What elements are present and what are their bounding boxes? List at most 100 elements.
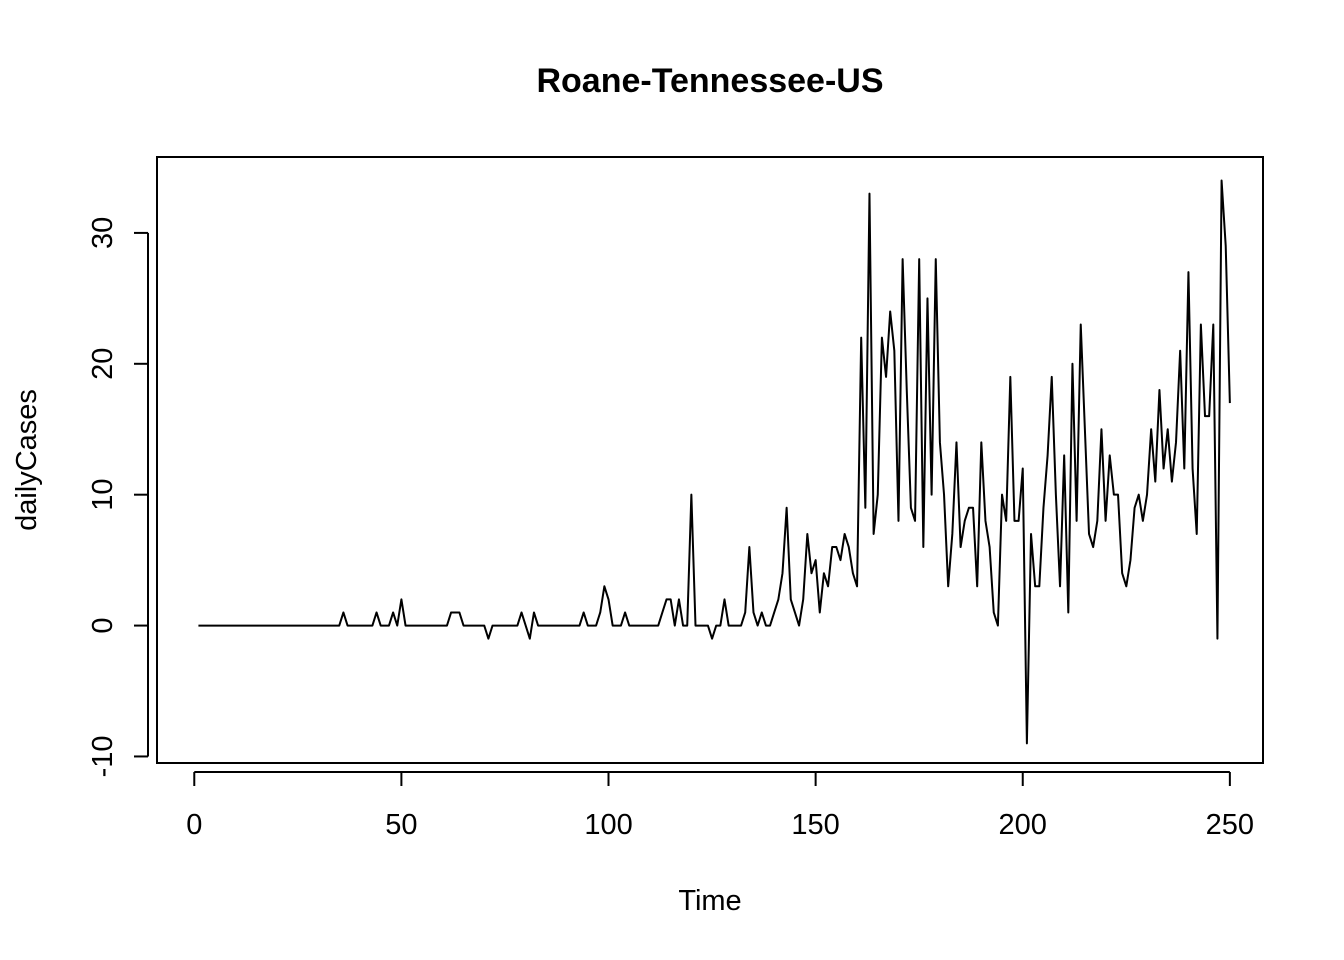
data-point: [214, 624, 216, 626]
data-point: [761, 611, 763, 613]
data-point: [367, 624, 369, 626]
data-point: [959, 546, 961, 548]
data-point: [860, 336, 862, 338]
data-point: [379, 624, 381, 626]
data-point: [1034, 585, 1036, 587]
data-point: [338, 624, 340, 626]
y-axis: -10 0 10 20 30: [87, 217, 149, 777]
data-point: [703, 624, 705, 626]
data-point: [1121, 572, 1123, 574]
data-point: [553, 624, 555, 626]
data-point: [1229, 402, 1231, 404]
data-point: [462, 624, 464, 626]
data-point: [640, 624, 642, 626]
data-point: [790, 598, 792, 600]
data-point: [707, 624, 709, 626]
data-point: [508, 624, 510, 626]
data-point: [545, 624, 547, 626]
data-point: [715, 624, 717, 626]
data-point: [558, 624, 560, 626]
data-point: [516, 624, 518, 626]
data-point: [798, 624, 800, 626]
y-tick-label: -10: [87, 735, 119, 777]
data-point: [582, 611, 584, 613]
data-point: [848, 546, 850, 548]
data-point: [1142, 520, 1144, 522]
data-point: [321, 624, 323, 626]
data-point: [1154, 480, 1156, 482]
data-point: [404, 624, 406, 626]
data-point: [495, 624, 497, 626]
data-point: [1080, 323, 1082, 325]
data-point: [471, 624, 473, 626]
data-point: [819, 611, 821, 613]
data-point: [1196, 533, 1198, 535]
data-point: [827, 585, 829, 587]
data-point: [802, 598, 804, 600]
data-point: [520, 611, 522, 613]
data-point: [723, 598, 725, 600]
data-point: [964, 520, 966, 522]
data-point: [363, 624, 365, 626]
data-point: [512, 624, 514, 626]
data-point: [541, 624, 543, 626]
data-point: [1129, 559, 1131, 561]
data-point: [264, 624, 266, 626]
data-point: [255, 624, 257, 626]
data-point: [1017, 520, 1019, 522]
data-point: [574, 624, 576, 626]
data-point: [1071, 363, 1073, 365]
data-point: [491, 624, 493, 626]
data-point: [686, 624, 688, 626]
data-point: [665, 598, 667, 600]
data-point: [280, 624, 282, 626]
data-point: [736, 624, 738, 626]
data-point: [951, 533, 953, 535]
y-tick-label: 30: [87, 217, 119, 249]
data-point: [235, 624, 237, 626]
x-tick-label: 250: [1206, 809, 1254, 841]
data-point: [226, 624, 228, 626]
data-point: [1179, 350, 1181, 352]
data-point: [769, 624, 771, 626]
data-point: [197, 624, 199, 626]
data-point: [433, 624, 435, 626]
data-point: [533, 611, 535, 613]
data-point: [649, 624, 651, 626]
y-tick-label: 20: [87, 348, 119, 380]
data-point: [537, 624, 539, 626]
data-point: [947, 585, 949, 587]
data-point: [388, 624, 390, 626]
data-point: [524, 624, 526, 626]
data-point: [500, 624, 502, 626]
data-point: [943, 493, 945, 495]
data-point: [417, 624, 419, 626]
data-point: [595, 624, 597, 626]
data-point: [1067, 611, 1069, 613]
data-point: [355, 624, 357, 626]
data-point: [930, 493, 932, 495]
data-point: [330, 624, 332, 626]
data-point: [566, 624, 568, 626]
data-point: [392, 611, 394, 613]
data-point: [251, 624, 253, 626]
x-axis: 0 50 100 150 200 250: [186, 771, 1254, 841]
data-point: [682, 624, 684, 626]
data-point: [740, 624, 742, 626]
data-point: [922, 546, 924, 548]
data-point: [384, 624, 386, 626]
data-point: [529, 637, 531, 639]
data-point: [1075, 520, 1077, 522]
data-point: [454, 611, 456, 613]
plot-frame: [156, 156, 1264, 764]
data-point: [1138, 493, 1140, 495]
data-point: [1005, 520, 1007, 522]
data-point: [1146, 493, 1148, 495]
data-point: [727, 624, 729, 626]
data-point: [206, 624, 208, 626]
data-point: [437, 624, 439, 626]
y-tick-label: 10: [87, 479, 119, 511]
data-point: [1113, 493, 1115, 495]
data-point: [1216, 637, 1218, 639]
data-point: [1133, 507, 1135, 509]
